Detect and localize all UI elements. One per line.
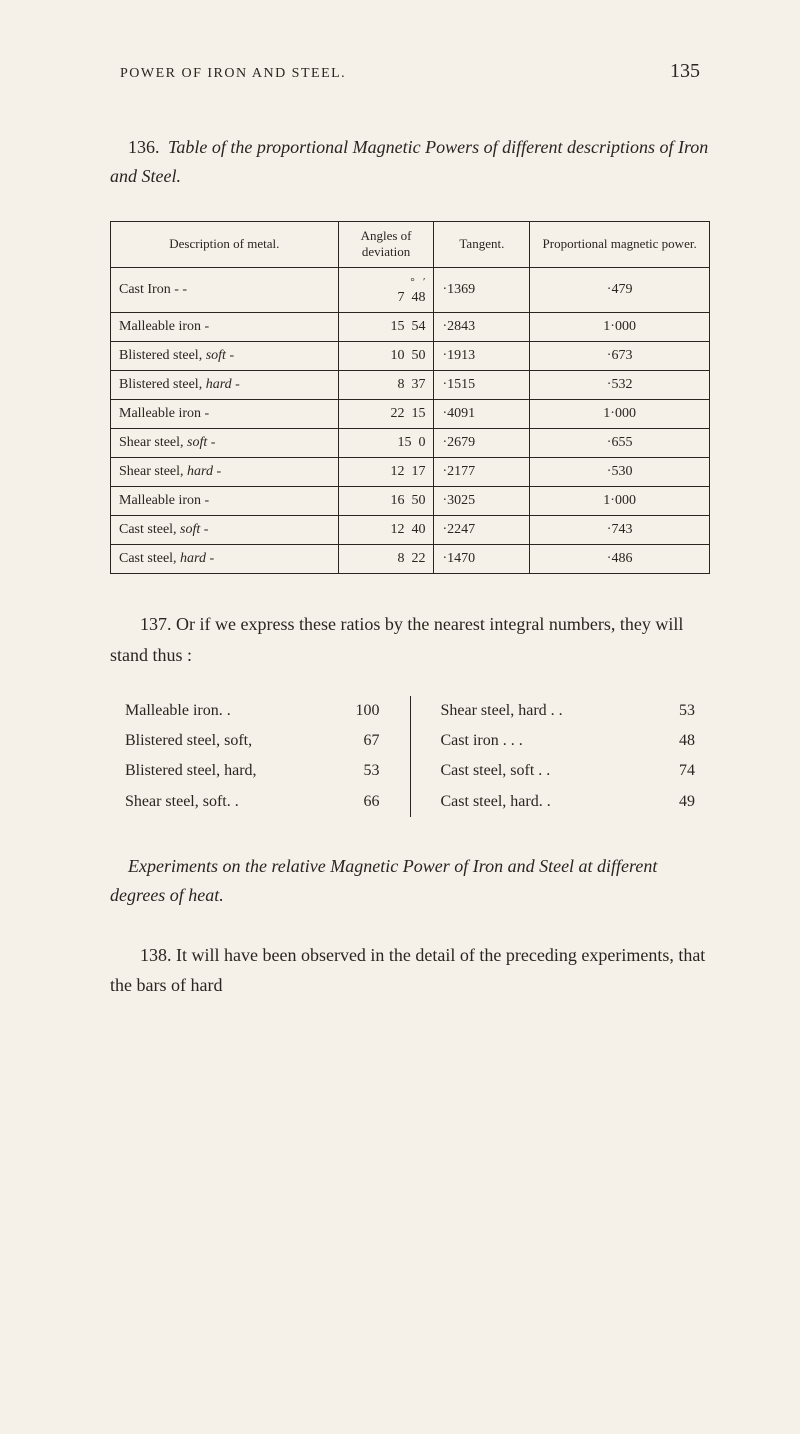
ratio-label: Blistered steel, soft,	[125, 726, 252, 756]
cell-proportional: ·743	[530, 516, 710, 545]
cell-proportional: 1·000	[530, 400, 710, 429]
cell-description: Cast steel, soft -	[111, 516, 339, 545]
table-row: Blistered steel, soft -10 50·1913·673	[111, 342, 710, 371]
power-table: Description of metal. Angles of deviatio…	[110, 221, 710, 575]
ratio-value: 66	[364, 787, 380, 817]
experiments-subtitle: Experiments on the relative Magnetic Pow…	[110, 852, 710, 910]
cell-angle: 8 37	[338, 371, 434, 400]
ratio-value: 67	[364, 726, 380, 756]
ratio-value: 49	[679, 787, 695, 817]
cell-description: Shear steel, soft -	[111, 429, 339, 458]
table-row: Cast Iron - -° ′7 48·1369·479	[111, 268, 710, 313]
section-138-paragraph: 138. It will have been observed in the d…	[110, 940, 710, 1001]
cell-proportional: 1·000	[530, 313, 710, 342]
th-angles: Angles of deviation	[338, 221, 434, 268]
ratio-label: Malleable iron. .	[125, 696, 231, 726]
th-tangent: Tangent.	[434, 221, 530, 268]
ratio-label: Blistered steel, hard,	[125, 756, 257, 786]
cell-angle: 10 50	[338, 342, 434, 371]
cell-tangent: ·2679	[434, 429, 530, 458]
cell-proportional: ·532	[530, 371, 710, 400]
ratio-value: 100	[356, 696, 380, 726]
ratios-right-column: Shear steel, hard . . 53 Cast iron . . . 48…	[441, 696, 696, 818]
cell-proportional: ·655	[530, 429, 710, 458]
cell-angle: 22 15	[338, 400, 434, 429]
cell-description: Cast Iron - -	[111, 268, 339, 313]
ratio-label: Cast iron . . .	[441, 726, 523, 756]
page-number: 135	[670, 60, 700, 83]
cell-angle: 12 40	[338, 516, 434, 545]
table-row: Shear steel, soft -15 0·2679·655	[111, 429, 710, 458]
th-proportional: Proportional magnetic power.	[530, 221, 710, 268]
table-row: Malleable iron -16 50·30251·000	[111, 487, 710, 516]
cell-proportional: ·479	[530, 268, 710, 313]
cell-angle: 16 50	[338, 487, 434, 516]
cell-tangent: ·1369	[434, 268, 530, 313]
ratios-list: Malleable iron. .100Blistered steel, sof…	[110, 696, 710, 818]
ratios-left-column: Malleable iron. .100Blistered steel, sof…	[125, 696, 380, 818]
cell-proportional: ·530	[530, 458, 710, 487]
cell-description: Malleable iron -	[111, 487, 339, 516]
cell-description: Cast steel, hard -	[111, 545, 339, 574]
section-137-paragraph: 137. Or if we express these ratios by th…	[110, 609, 710, 670]
cell-tangent: ·3025	[434, 487, 530, 516]
ratio-value: 74	[679, 756, 695, 786]
table-row: Blistered steel, hard -8 37·1515·532	[111, 371, 710, 400]
ratio-value: 53	[679, 696, 695, 726]
ratio-row: Malleable iron. . 100	[125, 696, 380, 726]
ratio-row: Blistered steel, hard, 53	[125, 756, 380, 786]
cell-tangent: ·2843	[434, 313, 530, 342]
table-row: Shear steel, hard -12 17·2177·530	[111, 458, 710, 487]
ratio-row: Blistered steel, soft, 67	[125, 726, 380, 756]
cell-tangent: ·2247	[434, 516, 530, 545]
ratio-label: Shear steel, hard . .	[441, 696, 563, 726]
cell-angle: 15 54	[338, 313, 434, 342]
ratio-row: Cast iron . . . 48	[441, 726, 696, 756]
cell-description: Shear steel, hard -	[111, 458, 339, 487]
cell-angle: 15 0	[338, 429, 434, 458]
cell-tangent: ·2177	[434, 458, 530, 487]
table-row: Malleable iron -22 15·40911·000	[111, 400, 710, 429]
cell-angle: ° ′7 48	[338, 268, 434, 313]
cell-description: Malleable iron -	[111, 313, 339, 342]
cell-angle: 12 17	[338, 458, 434, 487]
ratio-label: Shear steel, soft. .	[125, 787, 239, 817]
running-head: POWER OF IRON AND STEEL.	[120, 66, 346, 82]
ratio-value: 53	[364, 756, 380, 786]
ratio-row: Cast steel, soft . . 74	[441, 756, 696, 786]
column-divider	[410, 696, 411, 818]
cell-angle: 8 22	[338, 545, 434, 574]
ratio-label: Cast steel, hard. .	[441, 787, 551, 817]
cell-tangent: ·1515	[434, 371, 530, 400]
table-row: Cast steel, soft -12 40·2247·743	[111, 516, 710, 545]
cell-tangent: ·1470	[434, 545, 530, 574]
ratio-row: Shear steel, soft. . 66	[125, 787, 380, 817]
cell-proportional: ·486	[530, 545, 710, 574]
cell-tangent: ·1913	[434, 342, 530, 371]
table-row: Cast steel, hard -8 22·1470·486	[111, 545, 710, 574]
ratio-row: Shear steel, hard . . 53	[441, 696, 696, 726]
th-description: Description of metal.	[111, 221, 339, 268]
ratio-label: Cast steel, soft . .	[441, 756, 551, 786]
ratio-value: 48	[679, 726, 695, 756]
table-row: Malleable iron -15 54·28431·000	[111, 313, 710, 342]
table-header-row: Description of metal. Angles of deviatio…	[111, 221, 710, 268]
cell-description: Blistered steel, hard -	[111, 371, 339, 400]
page-header: POWER OF IRON AND STEEL. 135	[110, 60, 710, 83]
section-136-title: 136. Table of the proportional Magnetic …	[110, 133, 710, 191]
cell-description: Blistered steel, soft -	[111, 342, 339, 371]
cell-proportional: ·673	[530, 342, 710, 371]
ratio-row: Cast steel, hard. . 49	[441, 787, 696, 817]
cell-description: Malleable iron -	[111, 400, 339, 429]
cell-proportional: 1·000	[530, 487, 710, 516]
cell-tangent: ·4091	[434, 400, 530, 429]
